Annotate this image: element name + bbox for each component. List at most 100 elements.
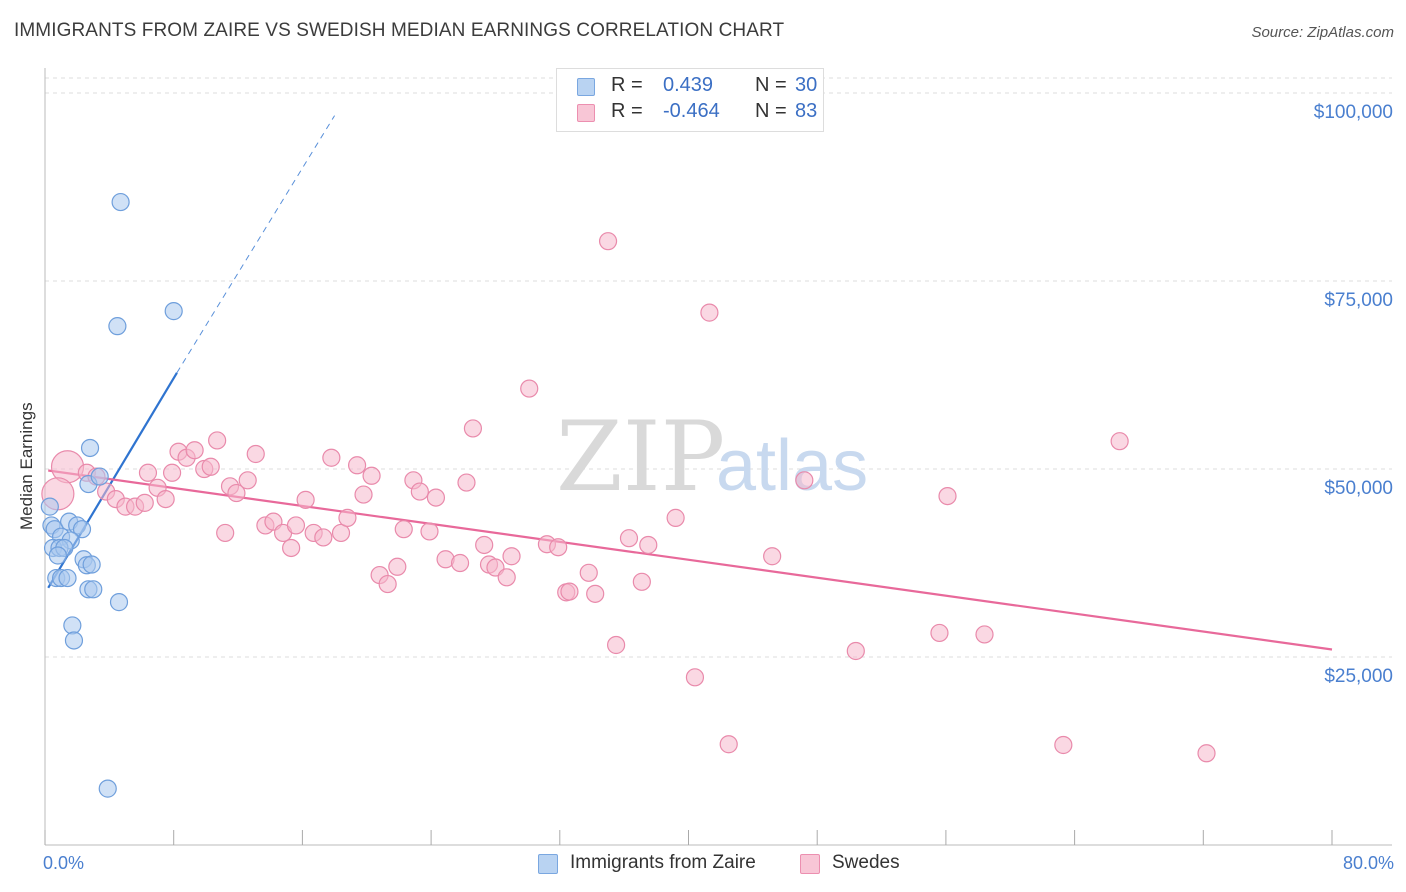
legend-n-value: 83 [795, 100, 818, 122]
point-swedes [1197, 744, 1216, 763]
x-tick-label: 0.0% [43, 853, 84, 873]
point-swedes [322, 448, 341, 467]
point-swedes [331, 523, 351, 543]
point-swedes [579, 563, 598, 582]
legend-n-label: N = [755, 100, 787, 122]
point-swedes [607, 635, 626, 655]
label-layer: $25,000 $50,000 $75,000 $100,000 0.0% 80.0% [43, 102, 1394, 873]
y-tick-label: $50,000 [1324, 478, 1393, 499]
point-swedes [450, 553, 470, 573]
legend-swatch-zaire [577, 78, 595, 96]
point-swedes [162, 463, 182, 482]
point-zaire [109, 593, 129, 612]
point-swedes [156, 489, 175, 509]
legend-r-value: 0.439 [663, 74, 714, 96]
point-swedes [520, 379, 539, 398]
point-zaire [90, 467, 109, 486]
point-zaire [80, 438, 100, 458]
trend-line-zaire-extension [176, 115, 336, 374]
legend-swatch-swedes [577, 104, 595, 122]
grid-layer [45, 77, 1392, 658]
point-swedes [1110, 432, 1129, 451]
point-swedes [666, 508, 685, 527]
legend-n-value: 30 [795, 74, 818, 96]
point-swedes [560, 582, 579, 601]
trend-line-swedes [48, 469, 1333, 651]
point-swedes [549, 538, 568, 557]
point-swedes [388, 557, 407, 576]
point-swedes [201, 457, 220, 476]
point-zaire [84, 580, 103, 599]
legend-r-value: -0.464 [663, 100, 720, 122]
point-swedes [216, 523, 235, 543]
legend-n-label: N = [755, 74, 787, 96]
point-zaire [111, 192, 130, 212]
y-axis-title: Median Earnings [17, 402, 36, 530]
point-swedes [238, 471, 257, 490]
correlation-legend: R = 0.439 N = 30 R = -0.464 N = 83 [556, 68, 824, 132]
point-zaire [40, 497, 59, 516]
legend-label-swedes: Swedes [832, 852, 900, 873]
point-swedes [930, 623, 949, 643]
y-tick-label: $25,000 [1324, 666, 1393, 687]
point-swedes [378, 574, 397, 594]
point-swedes [846, 641, 865, 661]
point-swedes [185, 441, 204, 460]
point-swedes [502, 547, 521, 566]
point-swedes [975, 625, 994, 644]
legend-swatch-zaire [538, 854, 558, 874]
point-swedes [598, 232, 618, 251]
point-swedes [208, 431, 227, 450]
point-swedes [463, 419, 483, 438]
point-zaire [48, 546, 67, 565]
point-zaire [64, 631, 84, 650]
point-swedes [685, 668, 705, 687]
x-tick-label: 80.0% [1343, 853, 1394, 873]
point-swedes [763, 547, 782, 566]
point-swedes [246, 444, 265, 464]
point-swedes [426, 488, 446, 507]
point-swedes [282, 538, 301, 558]
axis-layer [44, 68, 1392, 846]
point-zaire [164, 302, 183, 321]
watermark-zip: ZIP [556, 401, 725, 513]
point-swedes [227, 483, 246, 503]
point-zaire [82, 555, 101, 574]
y-tick-label: $100,000 [1314, 102, 1393, 123]
point-swedes [410, 482, 429, 501]
point-zaire [63, 616, 82, 635]
watermark-atlas: atlas [716, 426, 868, 506]
point-swedes [138, 463, 158, 482]
point-swedes [639, 535, 658, 555]
point-swedes [296, 490, 315, 509]
point-swedes [497, 568, 516, 587]
point-swedes [338, 508, 357, 527]
point-zaire [58, 568, 77, 588]
point-swedes [347, 456, 367, 475]
point-swedes [795, 471, 814, 490]
point-swedes [700, 303, 719, 322]
point-swedes [1054, 735, 1073, 755]
point-swedes [286, 516, 306, 535]
legend-r-label: R = [611, 100, 643, 122]
legend-r-label: R = [611, 74, 643, 96]
point-swedes [632, 572, 651, 591]
point-swedes [135, 493, 154, 512]
point-swedes [362, 466, 381, 485]
point-swedes [586, 584, 605, 603]
point-swedes [475, 535, 494, 555]
point-swedes [394, 520, 413, 539]
point-zaire [98, 779, 117, 798]
trend-layer [47, 115, 1333, 651]
source-label: Source: ZipAtlas.com [1251, 24, 1394, 41]
legend-swatch-swedes [800, 854, 820, 874]
point-swedes [619, 529, 639, 548]
points-layer [40, 192, 1216, 798]
point-swedes [420, 522, 439, 541]
point-swedes [719, 735, 738, 754]
point-zaire [108, 317, 127, 336]
point-swedes [354, 485, 373, 504]
point-swedes [457, 473, 476, 492]
chart-title: IMMIGRANTS FROM ZAIRE VS SWEDISH MEDIAN … [14, 20, 785, 41]
